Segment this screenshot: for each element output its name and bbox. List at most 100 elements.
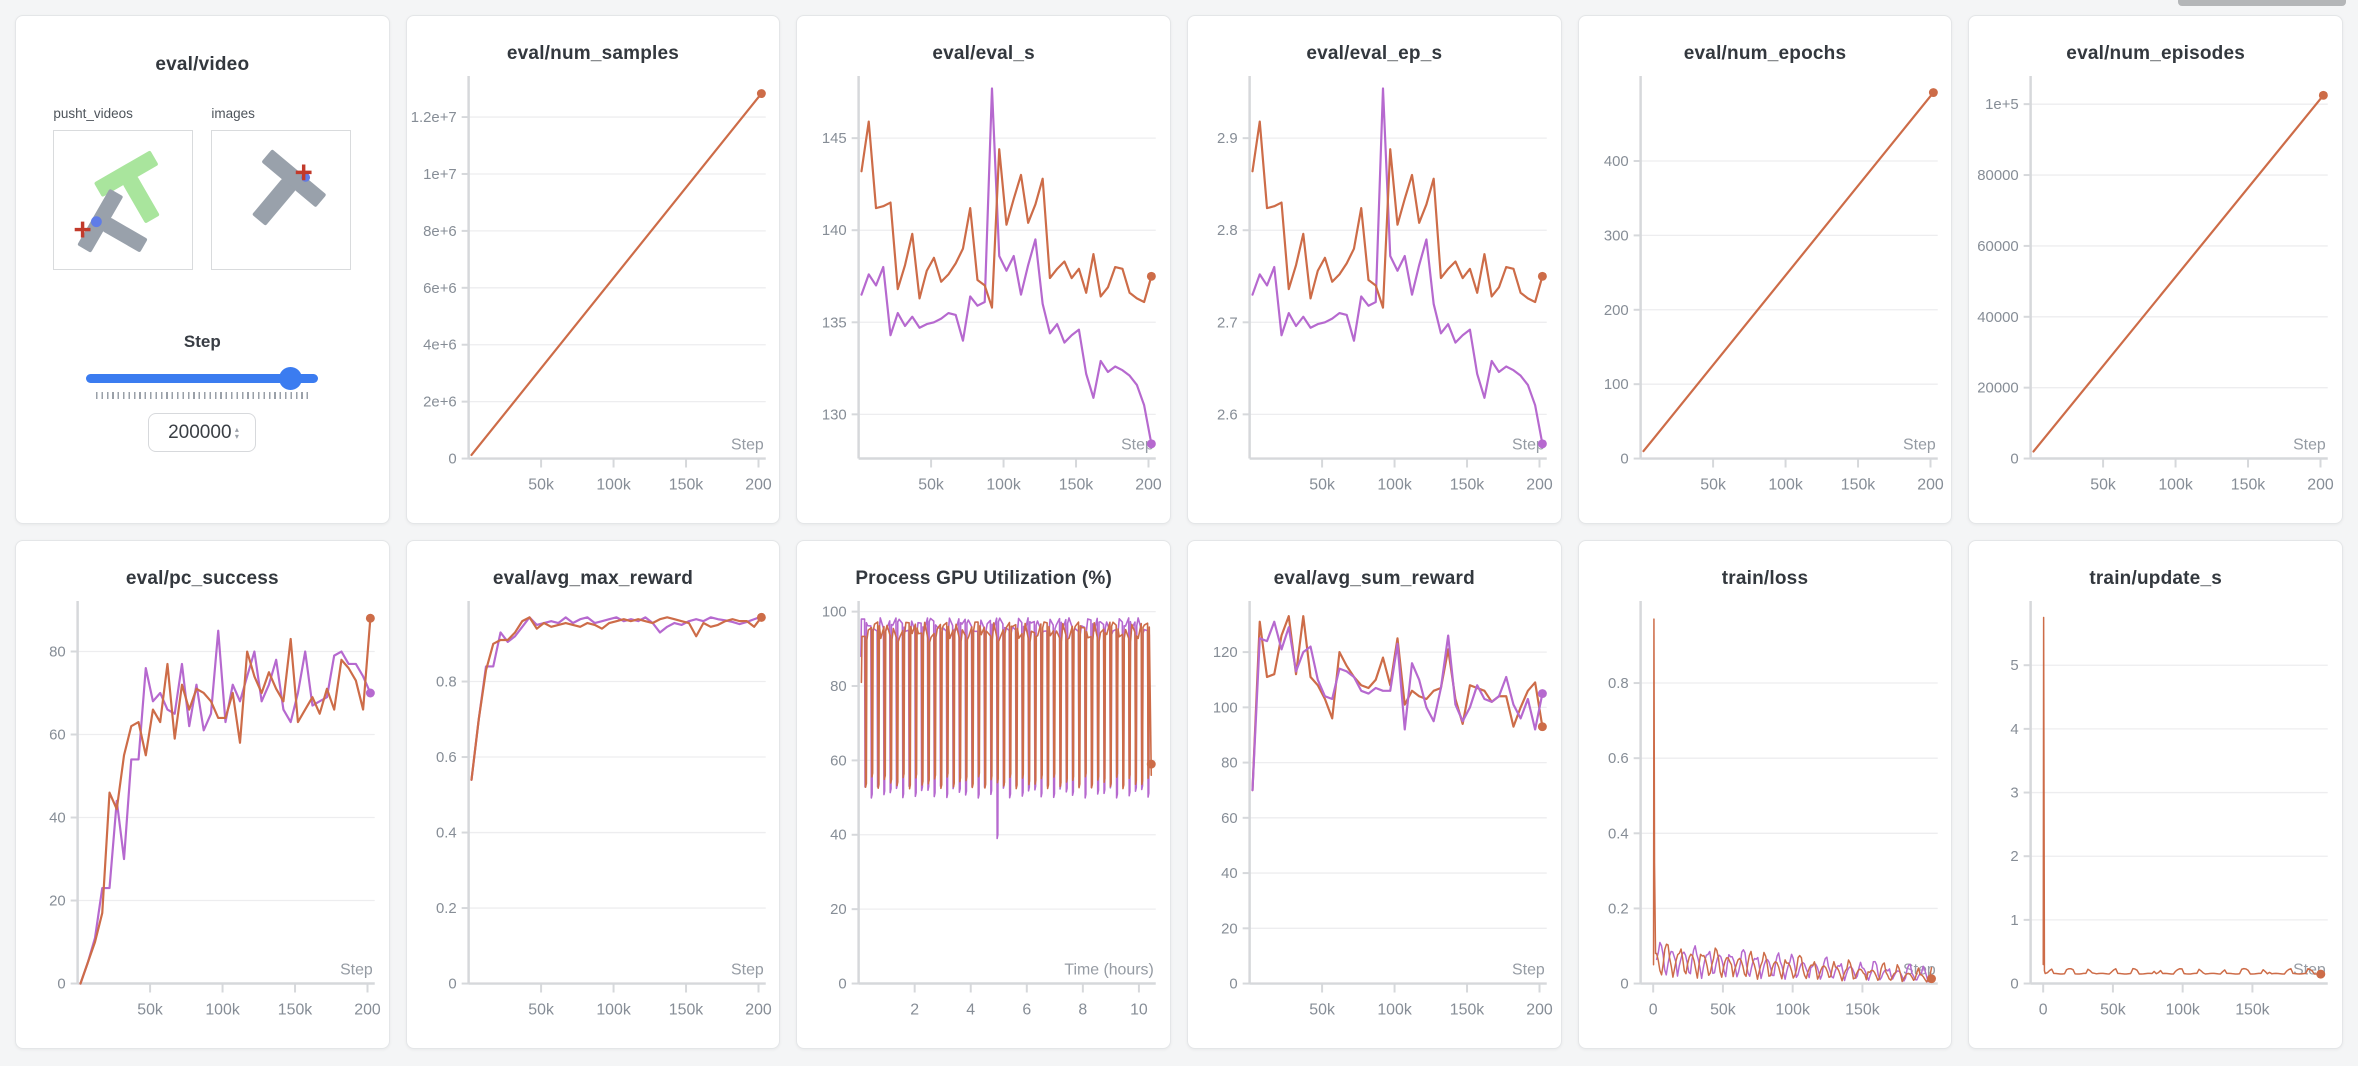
step-down-icon[interactable]: ▾ <box>234 431 239 441</box>
svg-text:0: 0 <box>2011 977 2019 993</box>
svg-text:50k: 50k <box>919 476 945 493</box>
svg-text:2.9: 2.9 <box>1217 131 1238 147</box>
svg-text:0.2: 0.2 <box>1608 901 1629 917</box>
svg-text:0: 0 <box>1229 977 1237 993</box>
svg-text:140: 140 <box>822 223 847 239</box>
svg-text:0.2: 0.2 <box>436 901 457 917</box>
svg-text:80: 80 <box>830 679 847 695</box>
svg-text:2e+6: 2e+6 <box>423 395 457 411</box>
panel-eval-eval-ep-s: eval/eval_ep_s 2.6 2.7 2.8 2.9 50k 100k 150k 20… <box>1186 15 1562 524</box>
svg-text:0: 0 <box>2011 452 2019 468</box>
svg-text:200: 200 <box>354 1001 381 1018</box>
svg-text:0: 0 <box>1648 1001 1657 1018</box>
svg-text:50k: 50k <box>1309 476 1335 493</box>
chart-eval-avg-max-reward[interactable]: 0 0.2 0.4 0.6 0.8 50k 100k 150k 200 Step <box>407 594 780 1027</box>
svg-text:60: 60 <box>1221 811 1238 827</box>
svg-text:150k: 150k <box>1450 1001 1485 1018</box>
svg-text:4e+6: 4e+6 <box>423 338 457 354</box>
svg-text:0: 0 <box>448 452 456 468</box>
svg-text:1e+5: 1e+5 <box>1985 97 2019 113</box>
svg-text:0: 0 <box>2039 1001 2048 1018</box>
svg-text:0.8: 0.8 <box>436 675 457 691</box>
svg-text:0: 0 <box>1620 977 1628 993</box>
chart-title: Process GPU Utilization (%) <box>855 568 1112 589</box>
svg-text:150k: 150k <box>1450 476 1485 493</box>
panel-title: eval/video <box>155 54 250 75</box>
svg-text:Step: Step <box>1512 962 1545 979</box>
step-slider[interactable] <box>86 367 319 390</box>
chart-eval-eval-s[interactable]: 130 135 140 145 50k 100k 150k 200 Step <box>797 69 1170 502</box>
svg-text:50k: 50k <box>2091 476 2117 493</box>
svg-text:100k: 100k <box>596 1001 631 1018</box>
svg-text:100: 100 <box>1213 700 1238 716</box>
svg-text:300: 300 <box>1603 228 1628 244</box>
video-thumbnail-label: pusht_videos <box>53 106 133 121</box>
chart-eval-num-epochs[interactable]: 0 100 200 300 400 50k 100k 150k 200 Step <box>1579 69 1952 502</box>
svg-text:150k: 150k <box>668 1001 703 1018</box>
chart-title: eval/num_epochs <box>1683 43 1847 64</box>
svg-text:1e+7: 1e+7 <box>423 167 457 183</box>
svg-text:1.2e+7: 1.2e+7 <box>410 110 456 126</box>
svg-text:2.6: 2.6 <box>1217 407 1238 423</box>
chart-title: eval/num_samples <box>506 43 680 64</box>
chart-title: train/update_s <box>2089 568 2222 589</box>
svg-text:60000: 60000 <box>1978 239 2019 255</box>
svg-text:200: 200 <box>1136 476 1163 493</box>
svg-text:Step: Step <box>1903 437 1936 454</box>
svg-text:4: 4 <box>2011 722 2019 738</box>
svg-text:Step: Step <box>731 962 764 979</box>
svg-text:145: 145 <box>822 131 847 147</box>
chart-title: eval/avg_sum_reward <box>1273 568 1475 589</box>
step-up-icon[interactable]: ▴ <box>234 424 239 434</box>
svg-text:200: 200 <box>1526 476 1553 493</box>
step-input[interactable]: ▴ ▾ <box>148 413 257 452</box>
panel-eval-video: eval/video pusht_videos <box>15 15 390 524</box>
svg-text:40000: 40000 <box>1978 310 2019 326</box>
svg-text:8: 8 <box>1079 1001 1088 1018</box>
svg-text:6e+6: 6e+6 <box>423 281 457 297</box>
step-input-field[interactable] <box>165 421 234 444</box>
svg-text:100k: 100k <box>1377 476 1412 493</box>
pusht-image-frame <box>253 149 327 226</box>
image-thumbnail[interactable] <box>211 130 352 270</box>
chart-eval-avg-sum-reward[interactable]: 0 20 40 60 80 100 120 50k 100k 150k 200 Step <box>1188 594 1561 1027</box>
svg-text:60: 60 <box>49 727 66 743</box>
step-slider-thumb[interactable] <box>279 367 303 390</box>
svg-text:400: 400 <box>1603 154 1628 170</box>
svg-text:150k: 150k <box>668 476 703 493</box>
chart-eval-num-samples[interactable]: 0 2e+6 4e+6 6e+6 8e+6 1e+7 1.2e+7 50k 100k 150k 20… <box>407 69 780 502</box>
chart-eval-num-episodes[interactable]: 0 20000 40000 60000 80000 1e+5 50k 100k 150k 200 S… <box>1969 69 2342 502</box>
svg-text:50k: 50k <box>1309 1001 1335 1018</box>
svg-text:150k: 150k <box>1840 476 1875 493</box>
svg-text:100k: 100k <box>2166 1001 2200 1018</box>
chart-eval-eval-ep-s[interactable]: 2.6 2.7 2.8 2.9 50k 100k 150k 200 Step <box>1188 69 1561 502</box>
svg-text:8e+6: 8e+6 <box>423 224 457 240</box>
svg-text:0: 0 <box>839 977 847 993</box>
svg-text:200: 200 <box>1526 1001 1553 1018</box>
svg-text:2.8: 2.8 <box>1217 223 1238 239</box>
svg-text:0: 0 <box>1620 452 1628 468</box>
svg-text:Step: Step <box>2293 437 2326 454</box>
svg-text:150k: 150k <box>2236 1001 2270 1018</box>
svg-text:60: 60 <box>830 753 847 769</box>
svg-text:2.7: 2.7 <box>1217 315 1238 331</box>
svg-text:100k: 100k <box>1377 1001 1412 1018</box>
step-input-stepper[interactable]: ▴ ▾ <box>234 424 239 441</box>
chart-title: eval/num_episodes <box>2066 43 2245 64</box>
svg-text:2: 2 <box>2011 849 2019 865</box>
video-thumbnail-pusht[interactable] <box>53 130 194 270</box>
svg-text:200: 200 <box>745 476 772 493</box>
svg-text:0.6: 0.6 <box>436 750 457 766</box>
svg-text:3: 3 <box>2011 786 2019 802</box>
svg-text:Step: Step <box>1121 437 1154 454</box>
chart-eval-pc-success[interactable]: 0 20 40 60 80 50k 100k 150k 200 Step <box>16 594 389 1027</box>
chart-gpu-utilization[interactable]: 0 20 40 60 80 100 2 4 6 8 10 Time (hours) <box>797 594 1170 1027</box>
svg-text:Step: Step <box>1512 437 1545 454</box>
svg-text:1: 1 <box>2011 913 2019 929</box>
horizontal-scrollbar-thumb[interactable] <box>2178 0 2346 6</box>
svg-text:10: 10 <box>1130 1001 1148 1018</box>
svg-text:20000: 20000 <box>1978 381 2019 397</box>
svg-text:100k: 100k <box>205 1001 239 1018</box>
